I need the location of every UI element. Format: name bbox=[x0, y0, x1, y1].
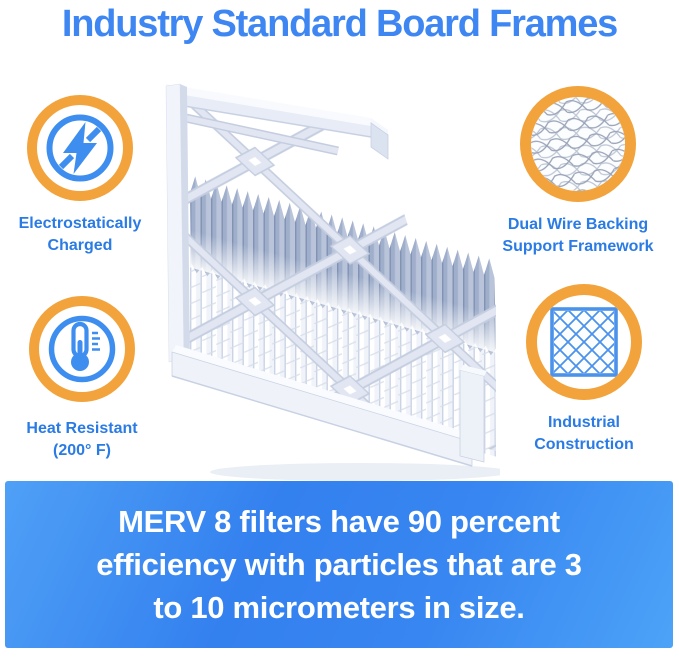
label-line: Industrial bbox=[547, 414, 620, 431]
wire-mesh-icon bbox=[531, 97, 625, 191]
pleated-filter-render bbox=[165, 83, 510, 481]
label-line: Charged bbox=[47, 237, 113, 254]
banner-line: efficiency with particles that are 3 bbox=[96, 547, 582, 582]
banner-line: MERV 8 filters have 90 percent bbox=[118, 504, 560, 539]
label-line: Support Framework bbox=[502, 238, 654, 255]
lightning-bolt-icon bbox=[46, 114, 114, 182]
label-line: Heat Resistant bbox=[26, 420, 138, 437]
wire-backing-badge bbox=[520, 86, 636, 202]
label-line: Construction bbox=[534, 436, 634, 453]
feature-industrial: Industrial Construction bbox=[504, 284, 664, 456]
feature-label-heat-resistant: Heat Resistant (200° F) bbox=[10, 418, 154, 462]
feature-label-industrial: Industrial Construction bbox=[504, 412, 664, 456]
ground-shadow bbox=[210, 463, 510, 481]
thermometer-icon bbox=[48, 315, 116, 383]
air-filter-illustration bbox=[160, 73, 510, 483]
banner-line: to 10 micrometers in size. bbox=[153, 590, 525, 625]
board-frame bbox=[165, 83, 487, 467]
feature-wire-backing: Dual Wire Backing Support Framework bbox=[498, 86, 658, 258]
merv-banner: MERV 8 filters have 90 percent efficienc… bbox=[5, 481, 673, 648]
label-line: Dual Wire Backing bbox=[507, 216, 649, 233]
feature-electrostatic: Electrostatically Charged bbox=[8, 95, 152, 257]
industrial-badge bbox=[526, 284, 642, 400]
electrostatic-badge bbox=[27, 95, 133, 201]
page-title: Industry Standard Board Frames bbox=[61, 3, 618, 45]
feature-label-wire-backing: Dual Wire Backing Support Framework bbox=[498, 214, 658, 258]
heat-resistant-badge bbox=[29, 296, 135, 402]
diamond-grid-icon bbox=[550, 307, 618, 377]
label-line: (200° F) bbox=[53, 442, 111, 459]
feature-heat-resistant: Heat Resistant (200° F) bbox=[10, 296, 154, 462]
feature-label-electrostatic: Electrostatically Charged bbox=[8, 213, 152, 257]
label-line: Electrostatically bbox=[18, 215, 142, 232]
